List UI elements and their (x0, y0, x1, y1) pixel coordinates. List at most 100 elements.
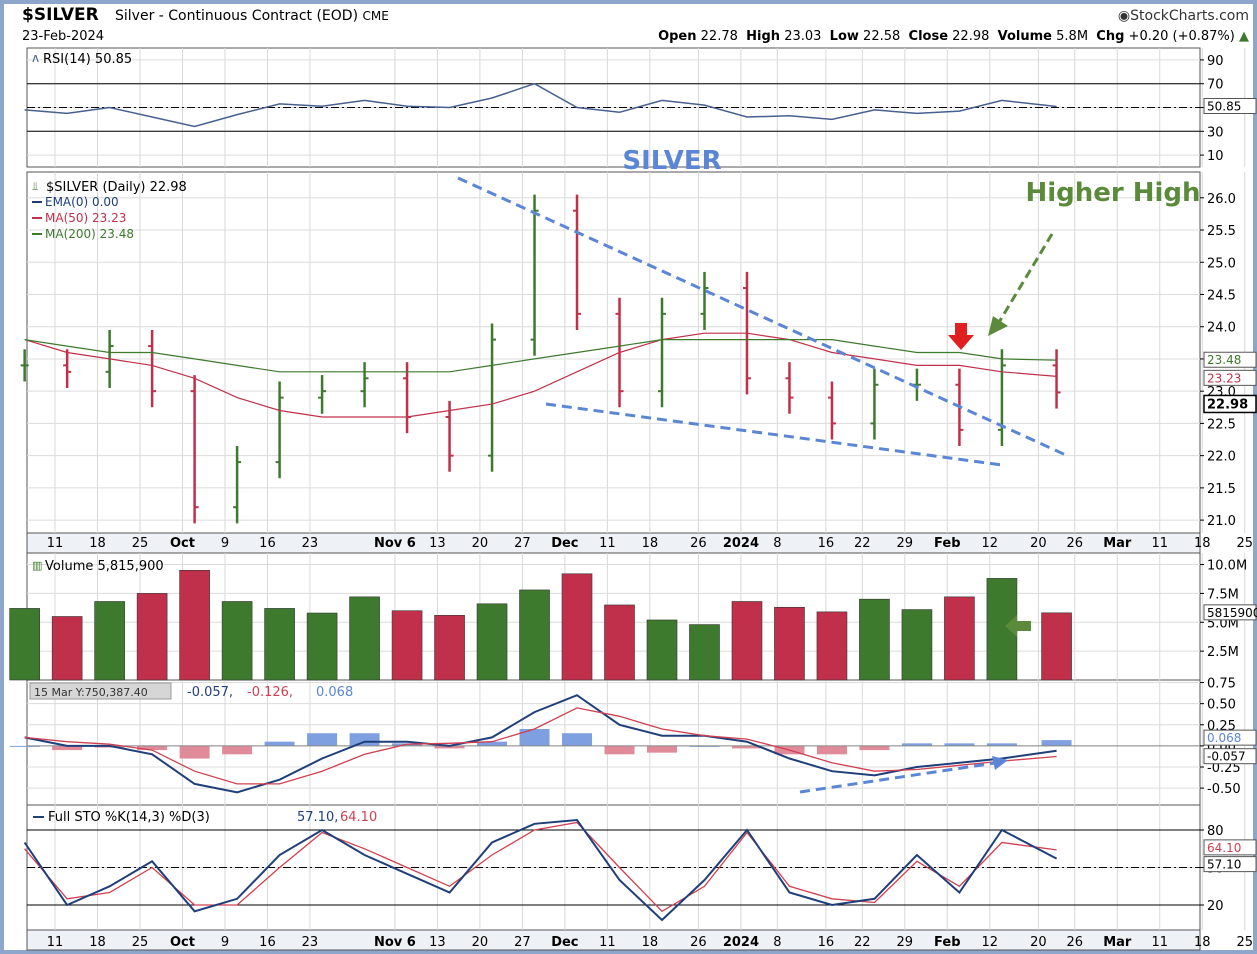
volume-bar (901, 609, 933, 681)
x-tick-label: Feb (934, 536, 960, 551)
price-tick-label: 25.5 (1207, 224, 1236, 239)
sto-k-tag: 57.10 (1207, 858, 1241, 872)
volume-bar (221, 601, 253, 681)
sto-d-tag-box (1203, 839, 1257, 856)
x-tick-label: 18 (642, 536, 659, 551)
volume-bar (264, 608, 295, 681)
macd-hist-tag: 0.068 (1207, 731, 1241, 745)
sto-legend-b: 57.10, (297, 810, 338, 825)
sto-legend-c: 64.10 (340, 810, 377, 825)
macd-hist-bar (986, 743, 1017, 746)
macd-line (24, 694, 1057, 794)
price-tick-label: 24.0 (1207, 321, 1236, 336)
x-tick-label: 12 (982, 536, 999, 551)
ma200-line (24, 339, 1057, 373)
ma50-tag: 23.23 (1207, 371, 1241, 385)
lower-trendline (545, 402, 1003, 467)
macd-hist-bar (859, 745, 890, 751)
chg-value: +0.20 (+0.87%) (1128, 29, 1235, 44)
chart-date: 23-Feb-2024 (22, 29, 105, 44)
x-tick-label: 26 (690, 935, 707, 950)
macd-hist-bar (731, 745, 762, 749)
brand-name: StockCharts.com (1130, 8, 1249, 24)
x-tick-label: 20 (472, 536, 489, 551)
x-tick-label: 13 (429, 935, 446, 950)
x-tick-label: 29 (897, 935, 914, 950)
price-icon: ⫫ (32, 180, 38, 193)
close-tag: 22.98 (1207, 397, 1248, 412)
macd-hist-bar (519, 728, 550, 746)
x-tick-label: 8 (773, 935, 781, 950)
higher-high-arrow-shaft (996, 233, 1054, 325)
price-tick-label: 25.0 (1207, 256, 1236, 271)
low-label: Low (829, 29, 859, 44)
rsi-tick-label: 10 (1207, 149, 1224, 164)
x-tick-label: 8 (773, 536, 781, 551)
x-tick-label: 22 (854, 536, 871, 551)
high-value: 23.03 (784, 29, 822, 44)
volume-bar (9, 608, 40, 681)
macd-legend-a: -0.057, (187, 685, 233, 700)
price-tick-label: 24.5 (1207, 288, 1236, 303)
macd-tick-label: 0.50 (1207, 698, 1236, 713)
x-tick-label: 27 (514, 536, 531, 551)
volume-bar (561, 573, 593, 681)
exchange: CME (362, 9, 389, 23)
macd-hist-bar (604, 745, 635, 755)
volume-bar (519, 589, 550, 681)
volume-bar (1041, 612, 1072, 681)
vol-tick-label: 10.0M (1207, 559, 1247, 574)
vol-tick-label: 7.5M (1207, 587, 1239, 602)
macd-hist-bar (222, 745, 253, 755)
macd-legend-b: -0.126, (247, 685, 293, 700)
volume-legend: Volume 5,815,900 (45, 559, 164, 574)
x-tick-label: 18 (1194, 536, 1211, 551)
macd-legend-c: 0.068 (316, 685, 353, 700)
x-tick-label: 18 (89, 935, 106, 950)
close-label: Close (908, 29, 949, 44)
sto-tick-label: 20 (1207, 899, 1224, 914)
x-tick-label: 16 (259, 536, 276, 551)
x-tick-label: 16 (818, 536, 835, 551)
x-tick-label: 18 (642, 935, 659, 950)
x-tick-label: 18 (89, 536, 106, 551)
ema-legend: EMA(0) 0.00 (45, 195, 119, 209)
sto-d-tag: 64.10 (1207, 841, 1241, 855)
x-tick-label: 16 (818, 935, 835, 950)
panel-price (26, 171, 1201, 534)
macd-hist-bar (477, 741, 508, 746)
price-tick-label: 26.0 (1207, 192, 1236, 207)
volume-bar (179, 570, 210, 681)
volume-bar (689, 624, 720, 681)
x-tick-label: 20 (1030, 935, 1047, 950)
open-value: 22.78 (700, 29, 738, 44)
sto-d-line (24, 821, 1057, 913)
volume-bar (391, 610, 423, 681)
x-tick-label: 25 (1236, 935, 1253, 950)
macd-hist-bar (307, 733, 338, 746)
x-tick-label: 12 (982, 935, 999, 950)
volume-bar (944, 596, 975, 681)
x-tick-label: Feb (934, 935, 960, 950)
chg-label: Chg (1096, 29, 1125, 44)
volume-bar (51, 616, 83, 681)
x-tick-label: 2024 (723, 935, 759, 950)
macd-trend-arrowhead (992, 756, 1008, 770)
x-tick-label: 16 (259, 935, 276, 950)
x-tick-label: 9 (221, 935, 229, 950)
x-tick-label: 11 (599, 536, 616, 551)
green-left-arrow-icon (1005, 615, 1031, 637)
volume-label: Volume (997, 29, 1052, 44)
open-label: Open (658, 29, 697, 44)
macd-hist-bar (944, 743, 975, 746)
contract-name-text: Silver - Continuous Contract (EOD) (115, 8, 359, 24)
macd-hist-bar (179, 745, 210, 759)
x-tick-label: 11 (47, 536, 64, 551)
rsi-line (24, 82, 1057, 128)
volume-bar (774, 606, 805, 681)
macd-trendline (799, 760, 1003, 794)
x-tick-label: 23 (302, 536, 319, 551)
x-tick-label: 13 (429, 536, 446, 551)
rsi-tick-label: 30 (1207, 125, 1224, 140)
